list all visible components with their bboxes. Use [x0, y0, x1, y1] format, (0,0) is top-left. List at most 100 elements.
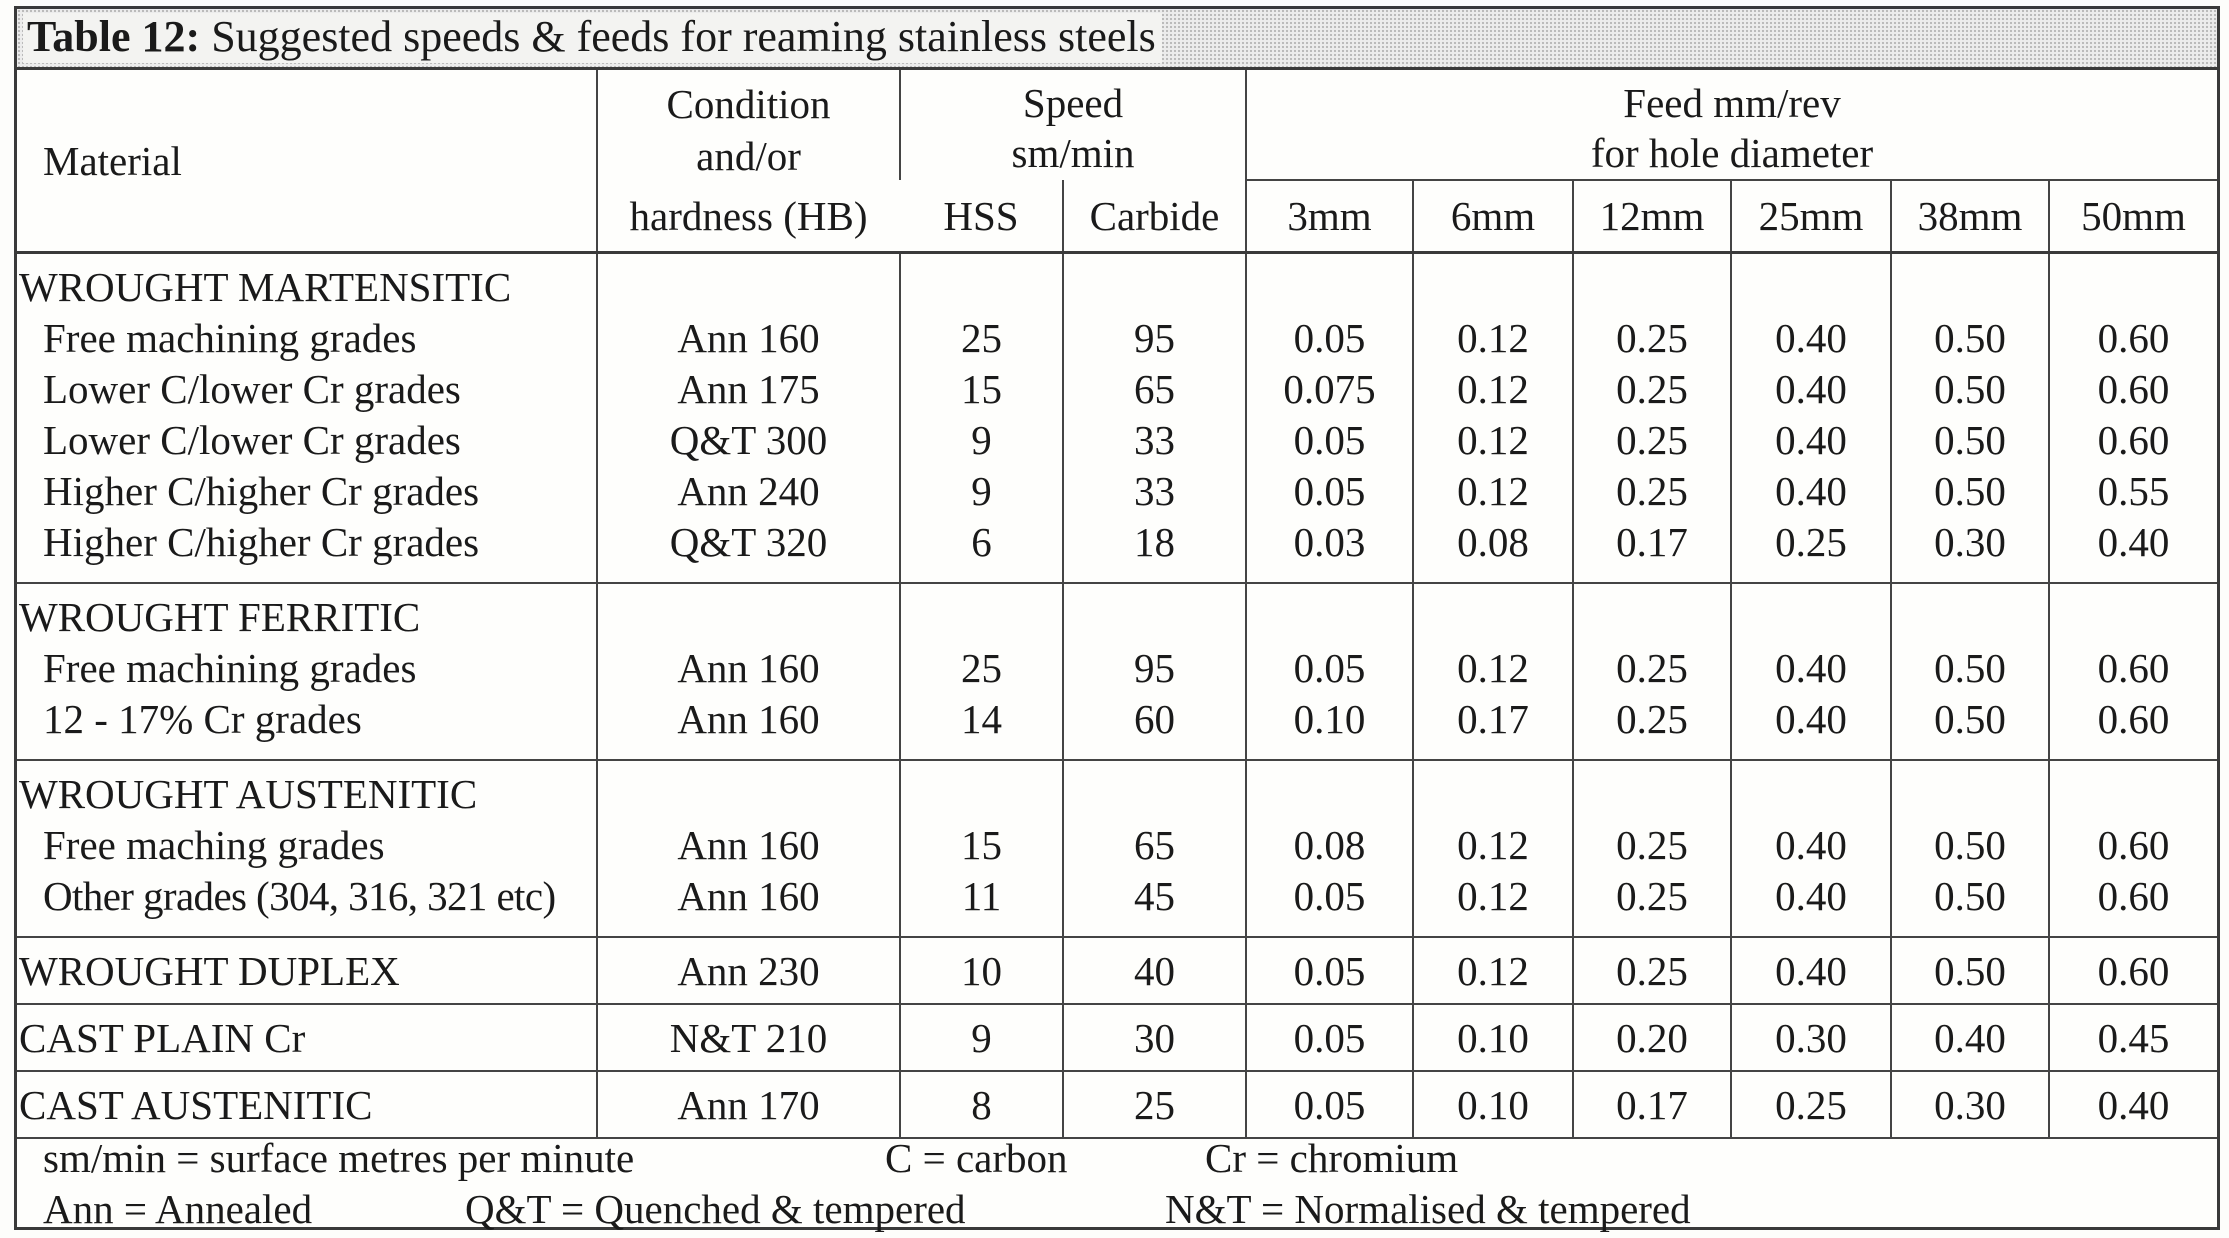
feed-value: 0.50 [1934, 873, 2006, 919]
hss-value: 9 [971, 468, 992, 514]
condition-cell: Ann 160 Ann 160 [596, 760, 900, 938]
feed-cell: 0.25 0.25 [1572, 760, 1731, 938]
feed-value: 0.12 [1457, 468, 1529, 514]
hss-cell: 15 11 [899, 760, 1063, 938]
feed-cell: 0.40 0.40 0.40 0.40 0.25 [1730, 252, 1891, 584]
hss-value: 25 [961, 315, 1002, 361]
feed-value: 0.05 [1293, 645, 1366, 691]
feed-value: 0.60 [2047, 937, 2218, 1005]
category-label: WROUGHT MARTENSITIC [19, 264, 512, 310]
material-name: Lower C/lower Cr grades [43, 366, 461, 412]
header-speed: Speed sm/min [899, 70, 1246, 180]
carbide-value: 30 [1062, 1004, 1246, 1072]
feed-cell: 0.12 0.12 0.12 0.12 0.08 [1412, 252, 1573, 584]
feed-value: 0.45 [2047, 1004, 2218, 1072]
carbide-value: 65 [1134, 366, 1175, 412]
feed-value: 0.25 [1616, 696, 1688, 742]
hss-value: 25 [961, 645, 1002, 691]
table-row-group: WROUGHT FERRITIC Free machining grades 1… [17, 583, 2218, 761]
feed-value: 0.60 [2097, 315, 2170, 361]
hss-value: 9 [899, 1004, 1063, 1072]
feed-value: 0.05 [1293, 468, 1366, 514]
feed-value: 0.30 [1730, 1004, 1891, 1072]
feed-value: 0.075 [1283, 366, 1376, 412]
header-diameter: 38mm [1890, 179, 2049, 254]
feed-value: 0.05 [1245, 937, 1413, 1005]
condition-value: Ann 160 [677, 822, 820, 868]
feed-value: 0.30 [1890, 1071, 2049, 1139]
condition-cell: Ann 160 Ann 175 Q&T 300 Ann 240 Q&T 320 [596, 252, 900, 584]
material-name: Lower C/lower Cr grades [43, 417, 461, 463]
condition-value: Ann 240 [677, 468, 820, 514]
feed-value: 0.08 [1293, 822, 1366, 868]
feed-value: 0.40 [1775, 315, 1847, 361]
feed-value: 0.12 [1457, 873, 1529, 919]
feed-value: 0.60 [2097, 873, 2170, 919]
legend-quenched-tempered: Q&T = Quenched & tempered [465, 1186, 966, 1232]
condition-value: Ann 160 [677, 873, 820, 919]
feed-cell: 0.50 0.50 [1890, 760, 2049, 938]
feed-cell: 0.05 0.10 [1245, 583, 1413, 761]
legend-annealed: Ann = Annealed [43, 1186, 313, 1232]
feed-value: 0.50 [1934, 822, 2006, 868]
feed-value: 0.08 [1457, 519, 1529, 565]
header-condition-top: Condition [666, 81, 831, 127]
feed-value: 0.50 [1890, 937, 2049, 1005]
legend-carbon: C = carbon [885, 1135, 1068, 1181]
feed-value: 0.50 [1934, 366, 2006, 412]
feed-value: 0.40 [1775, 873, 1847, 919]
feed-value: 0.40 [2097, 519, 2170, 565]
speeds-feeds-table: Material Condition and/or hardness (HB) … [17, 70, 2218, 1139]
feed-cell: 0.25 0.25 [1572, 583, 1731, 761]
header-diameter: 25mm [1730, 179, 1891, 254]
header-material: Material [17, 70, 597, 254]
condition-value: Q&T 320 [669, 519, 828, 565]
feed-cell: 0.60 0.60 [2047, 760, 2218, 938]
material-name: Free maching grades [43, 822, 385, 868]
table-frame: Table 12: Suggested speeds & feeds for r… [14, 6, 2220, 1232]
feed-value: 0.12 [1457, 315, 1529, 361]
feed-cell: 0.50 0.50 0.50 0.50 0.30 [1890, 252, 2049, 584]
table-row: CAST AUSTENITIC Ann 170 8 25 0.05 0.10 0… [17, 1071, 2218, 1139]
header-diameter: 50mm [2047, 179, 2218, 254]
feed-cell: 0.08 0.05 [1245, 760, 1413, 938]
feed-cell: 0.60 0.60 [2047, 583, 2218, 761]
header-hss: HSS [900, 180, 1063, 254]
feed-value: 0.30 [1934, 519, 2006, 565]
feed-value: 0.10 [1412, 1071, 1573, 1139]
header-feed-bottom: for hole diameter [1590, 130, 1874, 176]
hss-value: 6 [971, 519, 992, 565]
feed-value: 0.05 [1293, 315, 1366, 361]
table-title: Table 12: Suggested speeds & feeds for r… [23, 13, 1162, 63]
carbide-value: 65 [1134, 822, 1175, 868]
feed-value: 0.25 [1616, 822, 1688, 868]
table-row-group: WROUGHT MARTENSITIC Free machining grade… [17, 252, 2218, 584]
feed-value: 0.40 [1730, 937, 1891, 1005]
feed-value: 0.05 [1245, 1004, 1413, 1072]
carbide-value: 25 [1062, 1071, 1246, 1139]
material-name: Free machining grades [43, 645, 417, 691]
feed-value: 0.17 [1616, 519, 1688, 565]
feed-value: 0.25 [1572, 937, 1731, 1005]
legend-chromium: Cr = chromium [1205, 1135, 1459, 1181]
carbide-value: 18 [1134, 519, 1175, 565]
table-number: Table 12: [27, 12, 201, 61]
feed-value: 0.05 [1245, 1071, 1413, 1139]
material-name: Higher C/higher Cr grades [43, 519, 480, 565]
condition-value: Q&T 300 [669, 417, 828, 463]
feed-value: 0.05 [1293, 873, 1366, 919]
condition-value: Ann 160 [677, 315, 820, 361]
feed-value: 0.40 [1775, 696, 1847, 742]
table-row-group: WROUGHT AUSTENITIC Free maching grades O… [17, 760, 2218, 938]
feed-value: 0.03 [1293, 519, 1366, 565]
feed-value: 0.25 [1616, 315, 1688, 361]
feed-value: 0.12 [1457, 822, 1529, 868]
category-label: WROUGHT AUSTENITIC [19, 771, 478, 817]
feed-value: 0.12 [1412, 937, 1573, 1005]
feed-value: 0.50 [1934, 645, 2006, 691]
feed-value: 0.20 [1572, 1004, 1731, 1072]
header-diameter: 3mm [1245, 179, 1413, 254]
condition-value: Ann 175 [677, 366, 820, 412]
feed-value: 0.25 [1616, 645, 1688, 691]
